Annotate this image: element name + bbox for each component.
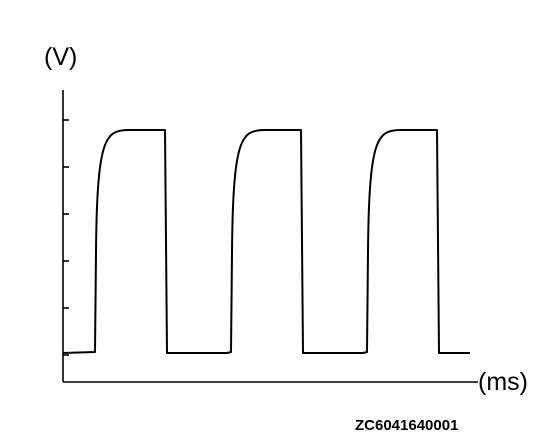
y-axis-ticks: [63, 119, 69, 356]
square-wave-signal: [62, 129, 470, 354]
figure-code: ZC6041640001: [355, 417, 458, 434]
x-axis-label: (ms): [478, 368, 528, 396]
y-axis-label: (V): [44, 43, 77, 71]
